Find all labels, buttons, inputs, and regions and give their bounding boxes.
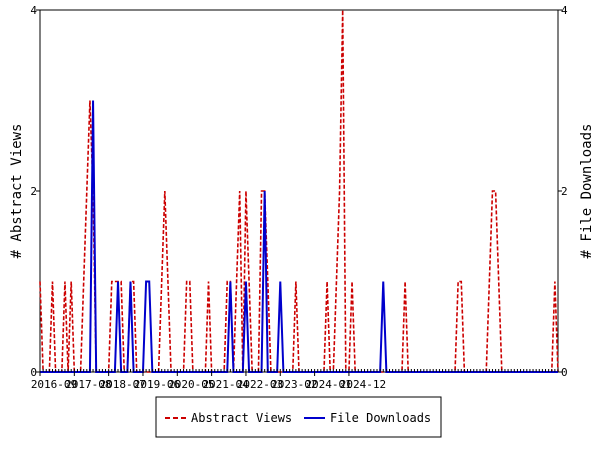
y-right-tick-label: 4 <box>561 4 568 17</box>
x-tick-label: 2020-05 <box>168 378 214 391</box>
x-tick-label: 2021-04 <box>202 378 249 391</box>
left-axis-title: # Abstract Views <box>9 124 25 259</box>
x-tick-label: 2022-03 <box>237 378 283 391</box>
y-right-tick-label: 2 <box>561 185 568 198</box>
x-tick-label: 2016-09 <box>31 378 77 391</box>
legend: Abstract Views File Downloads <box>155 396 442 438</box>
x-tick-label: 2024-12 <box>340 378 386 391</box>
y-left-tick-label: 0 <box>30 366 37 379</box>
plot-area: 2016-092017-082018-072019-062020-052021-… <box>30 4 568 391</box>
x-tick-label: 2019-06 <box>134 378 180 391</box>
y-right-tick-label: 0 <box>561 366 568 379</box>
x-tick-label: 2023-02 <box>271 378 317 391</box>
legend-box <box>155 396 442 438</box>
x-tick-label: 2017-08 <box>65 378 111 391</box>
right-axis-title: # File Downloads <box>579 124 595 259</box>
x-tick-label: 2024-01 <box>305 378 351 391</box>
tick-layer: 2016-092017-082018-072019-062020-052021-… <box>30 4 568 391</box>
y-left-tick-label: 2 <box>30 185 37 198</box>
legend-label-abstract-views: Abstract Views <box>191 411 292 425</box>
x-tick-label: 2018-07 <box>99 378 145 391</box>
legend-label-file-downloads: File Downloads <box>330 411 431 425</box>
y-left-tick-label: 4 <box>30 4 37 17</box>
